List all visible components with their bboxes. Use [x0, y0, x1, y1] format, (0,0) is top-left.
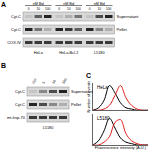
- svg-text:mt-hsp-70: mt-hsp-70: [7, 115, 26, 120]
- svg-text:B: B: [1, 62, 6, 69]
- svg-text:100: 100: [106, 7, 112, 11]
- svg-text:L5180: L5180: [43, 126, 54, 130]
- svg-text:0: 0: [28, 7, 30, 11]
- svg-text:Cyt.C: Cyt.C: [15, 89, 25, 94]
- svg-text:100: 100: [45, 7, 51, 11]
- svg-text:A: A: [1, 1, 6, 8]
- svg-text:0: 0: [58, 7, 60, 11]
- svg-text:Supernatant: Supernatant: [117, 14, 140, 19]
- svg-text:10: 10: [67, 7, 71, 11]
- svg-text:50: 50: [51, 79, 56, 84]
- svg-text:Fluorescence intensity (A.U.): Fluorescence intensity (A.U.): [95, 145, 147, 150]
- svg-text:HeLa: HeLa: [34, 51, 44, 55]
- svg-text:L5180: L5180: [97, 116, 110, 121]
- svg-text:500: 500: [61, 78, 67, 85]
- svg-text:Pellet: Pellet: [117, 27, 128, 32]
- svg-text:HeLa: HeLa: [97, 85, 108, 90]
- svg-text:10: 10: [97, 7, 101, 11]
- svg-text:COX-IV: COX-IV: [7, 40, 21, 45]
- svg-text:HeLa-Bcl-2: HeLa-Bcl-2: [59, 51, 78, 55]
- svg-text:nM Bid: nM Bid: [33, 2, 44, 6]
- svg-text:Cyt.C: Cyt.C: [11, 27, 21, 32]
- svg-text:C: C: [86, 72, 91, 79]
- svg-text:100: 100: [76, 7, 82, 11]
- svg-text:Supernatant: Supernatant: [71, 89, 94, 94]
- svg-text:0: 0: [89, 7, 91, 11]
- svg-text:10: 10: [36, 7, 40, 11]
- svg-text:Cyt.C: Cyt.C: [11, 14, 21, 19]
- svg-text:L5180: L5180: [94, 51, 105, 55]
- svg-text:Number of events: Number of events: [86, 81, 91, 113]
- svg-text:Ctrl: Ctrl: [31, 78, 37, 85]
- svg-text:5: 5: [41, 81, 45, 85]
- svg-text:nM Bid: nM Bid: [94, 2, 105, 6]
- svg-text:nM Bid: nM Bid: [63, 2, 74, 6]
- svg-text:Pellet: Pellet: [71, 102, 82, 107]
- svg-text:Cyt.C: Cyt.C: [15, 102, 25, 107]
